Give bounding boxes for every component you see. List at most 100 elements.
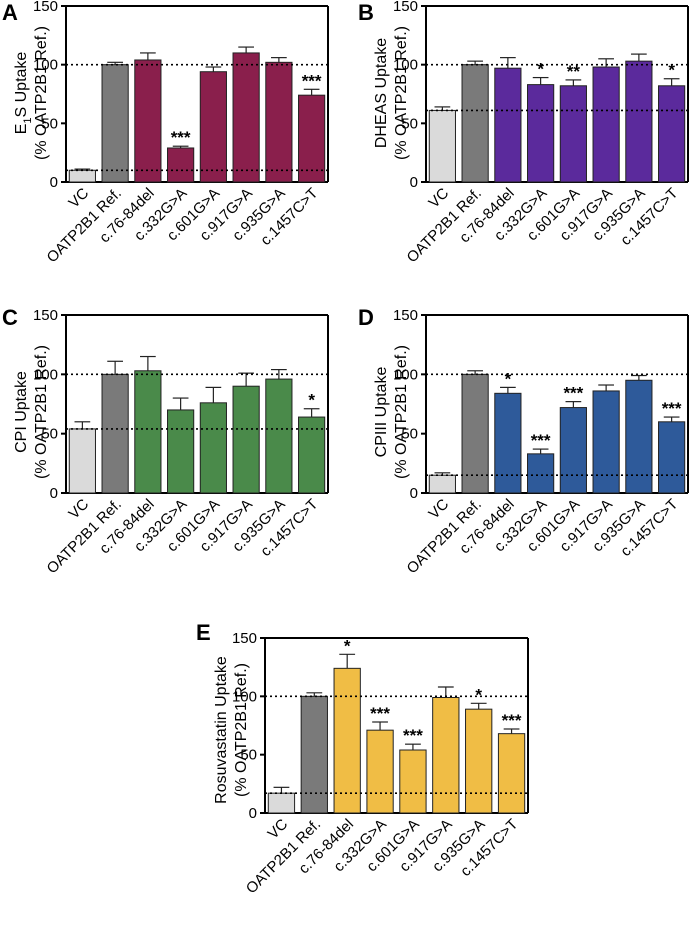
- y-tick-label-c: 50: [41, 426, 58, 443]
- panel-d: D CPIII Uptake (% OATP2B1 Ref.) 0 50 100 15…: [358, 305, 689, 577]
- y-tick-label-a: 150: [33, 0, 58, 15]
- significance-label-e: ***: [370, 704, 390, 723]
- y-tick-label-b: 100: [393, 57, 418, 74]
- significance-label-b: *: [537, 60, 544, 79]
- bar-b: [592, 66, 620, 183]
- bar-c: [134, 370, 162, 494]
- category-label-d: VC: [425, 496, 452, 523]
- bar-e: [465, 708, 493, 814]
- significance-label-e: ***: [502, 711, 522, 730]
- y-tick-label-a: 0: [50, 174, 58, 191]
- bar-c: [265, 378, 293, 494]
- bar-d: [658, 421, 686, 494]
- significance-label-c: *: [308, 391, 315, 410]
- y-axis-label-d: CPIII Uptake: [373, 367, 390, 458]
- y-tick-label-a: 50: [41, 115, 58, 132]
- bar-e: [366, 729, 394, 814]
- significance-label-a: ***: [302, 71, 322, 90]
- category-label-a: VC: [65, 185, 92, 212]
- panel-label-e: E: [196, 620, 211, 645]
- significance-label-d: ***: [563, 384, 583, 403]
- y-axis-label-line2-d: (% OATP2B1 Ref.): [393, 345, 410, 479]
- category-label-b: VC: [425, 185, 452, 212]
- panel-label-a: A: [2, 0, 18, 25]
- bar-a: [199, 71, 227, 183]
- bar-e: [497, 733, 526, 814]
- bar-d: [559, 407, 587, 494]
- bar-b: [494, 67, 522, 183]
- bar-c: [199, 402, 227, 494]
- significance-label-d: ***: [662, 399, 682, 418]
- bar-a: [265, 61, 293, 183]
- bar-b: [428, 109, 456, 183]
- y-tick-label-d: 50: [401, 426, 418, 443]
- significance-label-e: *: [344, 636, 351, 655]
- bar-b: [625, 60, 653, 183]
- y-tick-label-b: 0: [410, 174, 418, 191]
- y-tick-label-e: 50: [240, 747, 257, 764]
- bar-c: [167, 409, 195, 494]
- y-tick-label-e: 150: [232, 630, 257, 647]
- y-axis-label-line2-c: (% OATP2B1 Ref.): [33, 345, 50, 479]
- significance-label-d: ***: [531, 431, 551, 450]
- bar-a: [298, 94, 326, 183]
- significance-label-e: ***: [403, 726, 423, 745]
- y-tick-label-e: 100: [232, 688, 257, 705]
- y-axis-label-b: DHEAS Uptake: [373, 38, 390, 148]
- y-tick-label-c: 100: [33, 366, 58, 383]
- significance-label-e: *: [475, 685, 482, 704]
- bar-e: [432, 697, 460, 814]
- panel-label-b: B: [358, 0, 374, 25]
- y-axis-label-a: E1S Uptake: [13, 52, 34, 135]
- bar-a: [167, 147, 195, 183]
- bar-d: [461, 373, 489, 494]
- bar-d: [428, 474, 456, 494]
- bar-c: [101, 373, 129, 494]
- y-tick-label-c: 0: [50, 485, 58, 502]
- y-axis-label-line2-e: (% OATP2B1 Ref.): [233, 663, 250, 797]
- y-axis-label-c: CPI Uptake: [13, 371, 30, 453]
- bar-b: [527, 84, 555, 183]
- bar-a: [232, 52, 260, 183]
- panel-e: E Rosuvastatin Uptake (% OATP2B1 Ref.) 0…: [196, 620, 529, 897]
- y-tick-label-b: 50: [401, 115, 418, 132]
- y-tick-label-b: 150: [393, 0, 418, 15]
- y-tick-label-a: 100: [33, 57, 58, 74]
- y-axis-label-e: Rosuvastatin Uptake: [213, 656, 230, 804]
- y-tick-label-d: 0: [410, 485, 418, 502]
- bar-e: [300, 695, 328, 814]
- y-tick-label-c: 150: [33, 307, 58, 324]
- significance-label-a: ***: [171, 128, 191, 147]
- bar-b: [461, 64, 489, 183]
- panel-a: A E1S Uptake (% OATP2B1 Ref.) 0 50 100 150 V…: [2, 0, 329, 266]
- panel-c: C CPI Uptake (% OATP2B1 Ref.) 0 50 100 150 V…: [2, 305, 329, 577]
- category-label-c: VC: [65, 496, 92, 523]
- y-axis-label-line2-b: (% OATP2B1 Ref.): [393, 26, 410, 160]
- bar-a: [134, 59, 162, 183]
- bar-a: [68, 169, 96, 183]
- y-tick-label-e: 0: [249, 805, 257, 822]
- bar-e: [333, 667, 361, 814]
- y-tick-label-d: 100: [393, 366, 418, 383]
- bar-c: [232, 385, 260, 494]
- bar-d: [494, 392, 522, 494]
- bar-d: [625, 379, 653, 494]
- significance-label-b: **: [567, 62, 581, 81]
- bar-a: [101, 64, 129, 183]
- bar-c: [68, 428, 96, 494]
- panel-label-c: C: [2, 305, 18, 330]
- bar-d: [527, 453, 555, 494]
- panel-label-d: D: [358, 305, 374, 330]
- panel-b: B DHEAS Uptake (% OATP2B1 Ref.) 0 50 100 15…: [358, 0, 689, 266]
- bar-e: [267, 792, 296, 814]
- bar-d: [592, 390, 620, 494]
- significance-label-b: *: [668, 61, 675, 80]
- category-label-e: VC: [265, 816, 292, 843]
- significance-label-d: *: [505, 369, 512, 388]
- bar-e: [399, 749, 427, 814]
- y-tick-label-d: 150: [393, 307, 418, 324]
- y-axis-label-line2-a: (% OATP2B1 Ref.): [33, 26, 50, 160]
- bar-b: [559, 85, 587, 183]
- bar-b: [658, 85, 686, 183]
